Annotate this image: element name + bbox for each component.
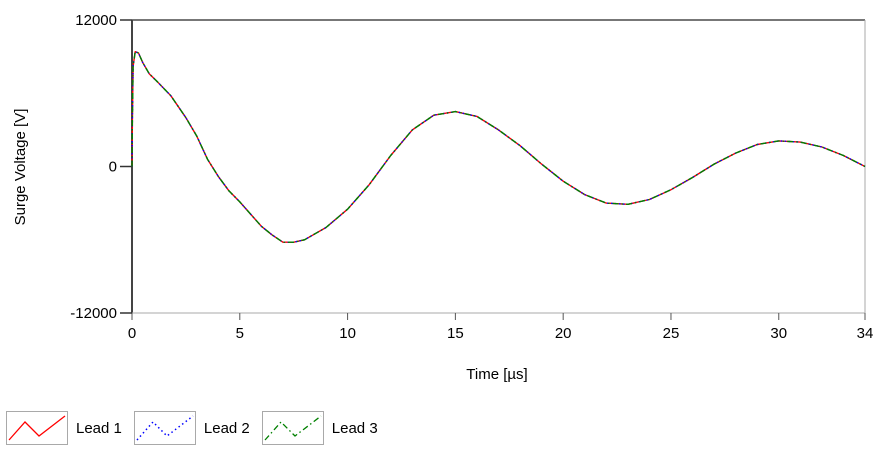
- legend-item-lead-2[interactable]: Lead 2: [133, 411, 254, 445]
- series-line-lead-3: [131, 51, 866, 243]
- y-tick-label: 12000: [75, 12, 117, 29]
- x-tick-label: 30: [770, 325, 787, 342]
- legend-label-lead-2: Lead 2: [203, 419, 250, 437]
- x-tick-label: 15: [447, 325, 464, 342]
- lead-3-swatch: [261, 411, 324, 445]
- y-axis-label: Surge Voltage [V]: [12, 109, 29, 226]
- x-tick-label: 20: [555, 325, 572, 342]
- lead-1-swatch: [6, 411, 68, 445]
- y-axis-ticks: 12000 0 -12000: [70, 12, 132, 322]
- legend-label-lead-1: Lead 1: [76, 419, 122, 437]
- x-tick-label: 34: [857, 325, 874, 342]
- x-tick-label: 0: [128, 325, 136, 342]
- y-tick-label: -12000: [70, 305, 117, 322]
- legend-label-lead-3: Lead 3: [331, 419, 378, 437]
- legend-item-lead-1[interactable]: Lead 1: [6, 411, 126, 445]
- x-axis-label: Time [µs]: [466, 366, 527, 383]
- series-line-lead-1: [131, 51, 866, 243]
- series-lines: [131, 51, 866, 243]
- legend: Lead 1 Lead 2 Lead 3: [6, 404, 382, 452]
- legend-item-lead-3[interactable]: Lead 3: [261, 411, 382, 445]
- surge-voltage-chart: 0 5 10 15 20 25 30 34 12000 0 -12000 Time [µs] Su…: [12, 12, 874, 383]
- y-tick-label: 0: [109, 159, 117, 176]
- plot-frame: [131, 19, 866, 314]
- lead-2-swatch: [133, 411, 196, 445]
- x-tick-label: 5: [236, 325, 244, 342]
- x-axis-ticks: 0 5 10 15 20 25 30 34: [128, 313, 874, 342]
- x-tick-label: 25: [663, 325, 680, 342]
- x-tick-label: 10: [339, 325, 356, 342]
- series-line-lead-2: [131, 51, 866, 243]
